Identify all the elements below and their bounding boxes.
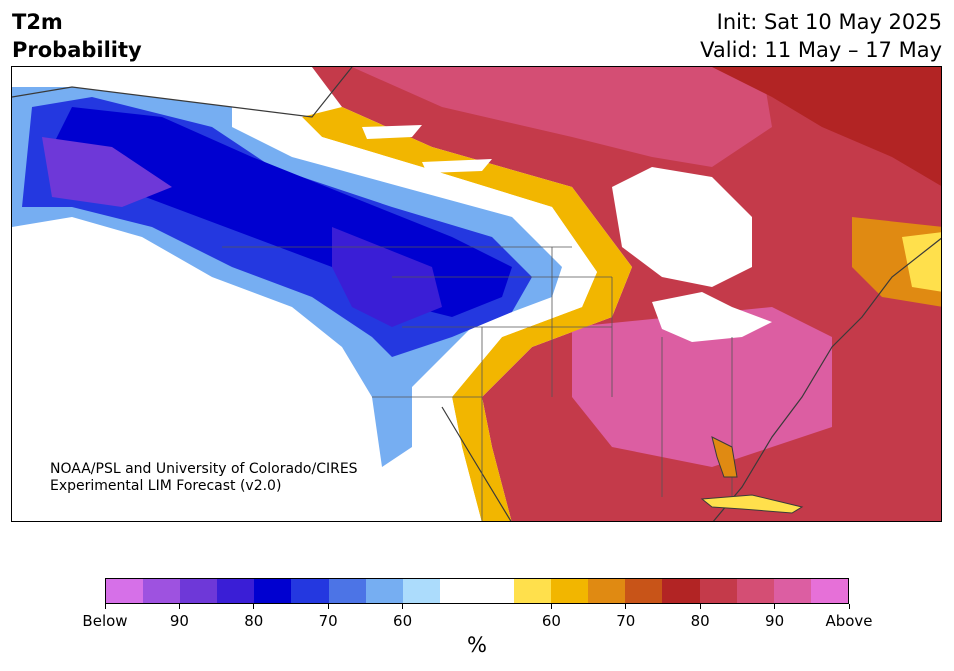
- colorbar-tick-label: 90: [169, 612, 189, 630]
- init-date: Init: Sat 10 May 2025: [716, 10, 942, 34]
- colorbar-tick: [402, 604, 404, 609]
- colorbar-tick-label: 60: [393, 612, 413, 630]
- probability-map: NOAA/PSL and University of Colorado/CIRE…: [11, 66, 942, 522]
- colorbar-segment: [328, 579, 366, 603]
- colorbar-segment: [736, 579, 774, 603]
- transition-white: [232, 107, 597, 521]
- colorbar-segment: [588, 579, 626, 603]
- colorbar-tick-label: 80: [244, 612, 264, 630]
- above-region-atlantic-yellow: [902, 232, 941, 292]
- transition-yellow: [302, 107, 632, 521]
- colorbar-segment: [106, 579, 144, 603]
- colorbar-tick: [253, 604, 255, 609]
- colorbar-segment: [514, 579, 552, 603]
- map-title: T2m Probability: [12, 8, 142, 64]
- colorbar-segment: [143, 579, 181, 603]
- title-metric: Probability: [12, 38, 142, 62]
- florida: [711, 436, 738, 478]
- map-canvas: [12, 67, 941, 521]
- colorbar-segment: [291, 579, 329, 603]
- colorbar-tick: [774, 604, 776, 609]
- colorbar-tick-label: Above: [825, 612, 873, 630]
- colorbar-tick: [848, 604, 850, 609]
- colorbar-tick: [550, 604, 552, 609]
- above-region-center: [572, 307, 832, 467]
- colorbar-tick: [178, 604, 180, 609]
- colorbar-ticks: [0, 604, 954, 614]
- colorbar-segment: [625, 579, 663, 603]
- colorbar-segment: [217, 579, 255, 603]
- colorbar-tick: [104, 604, 106, 609]
- hudson-bay: [612, 167, 752, 287]
- title-variable: T2m: [12, 10, 63, 34]
- colorbar-tick-label: 60: [541, 612, 561, 630]
- colorbar-unit-label: %: [467, 633, 487, 657]
- probability-colorbar: [105, 578, 849, 604]
- colorbar-segment: [365, 579, 403, 603]
- colorbar-tick-label: 70: [616, 612, 636, 630]
- colorbar-segment: [699, 579, 737, 603]
- colorbar-segment: [662, 579, 700, 603]
- colorbar-segment: [551, 579, 589, 603]
- colorbar-tick: [699, 604, 701, 609]
- credit-text: NOAA/PSL and University of Colorado/CIRE…: [50, 461, 358, 495]
- colorbar-tick-label: Below: [82, 612, 128, 630]
- coastline: [12, 67, 941, 521]
- colorbar-segment: [180, 579, 218, 603]
- credit-line-2: Experimental LIM Forecast (v2.0): [50, 478, 282, 494]
- valid-range: Valid: 11 May – 17 May: [700, 38, 942, 62]
- colorbar-tick: [625, 604, 627, 609]
- colorbar-segment: [254, 579, 292, 603]
- colorbar-segment: [810, 579, 848, 603]
- arctic-inlet: [362, 125, 422, 139]
- state-borders: [222, 246, 733, 521]
- colorbar-tick-label: 80: [690, 612, 710, 630]
- credit-line-1: NOAA/PSL and University of Colorado/CIRE…: [50, 461, 358, 477]
- colorbar-segment: [773, 579, 811, 603]
- arctic-inlet-2: [422, 159, 492, 173]
- colorbar-tick: [327, 604, 329, 609]
- colorbar-segment: [476, 579, 515, 603]
- below-region-west-purple: [332, 227, 442, 327]
- above-region-core: [352, 67, 772, 167]
- above-region-northeast: [712, 67, 941, 186]
- colorbar-tick-label: 90: [765, 612, 785, 630]
- below-region-purple: [42, 137, 172, 207]
- colorbar-segment: [439, 579, 477, 603]
- cuba: [700, 494, 804, 514]
- colorbar-tick-label: 70: [318, 612, 338, 630]
- colorbar-segment: [402, 579, 440, 603]
- forecast-dates: Init: Sat 10 May 2025 Valid: 11 May – 17…: [700, 8, 942, 64]
- great-lakes: [652, 292, 772, 342]
